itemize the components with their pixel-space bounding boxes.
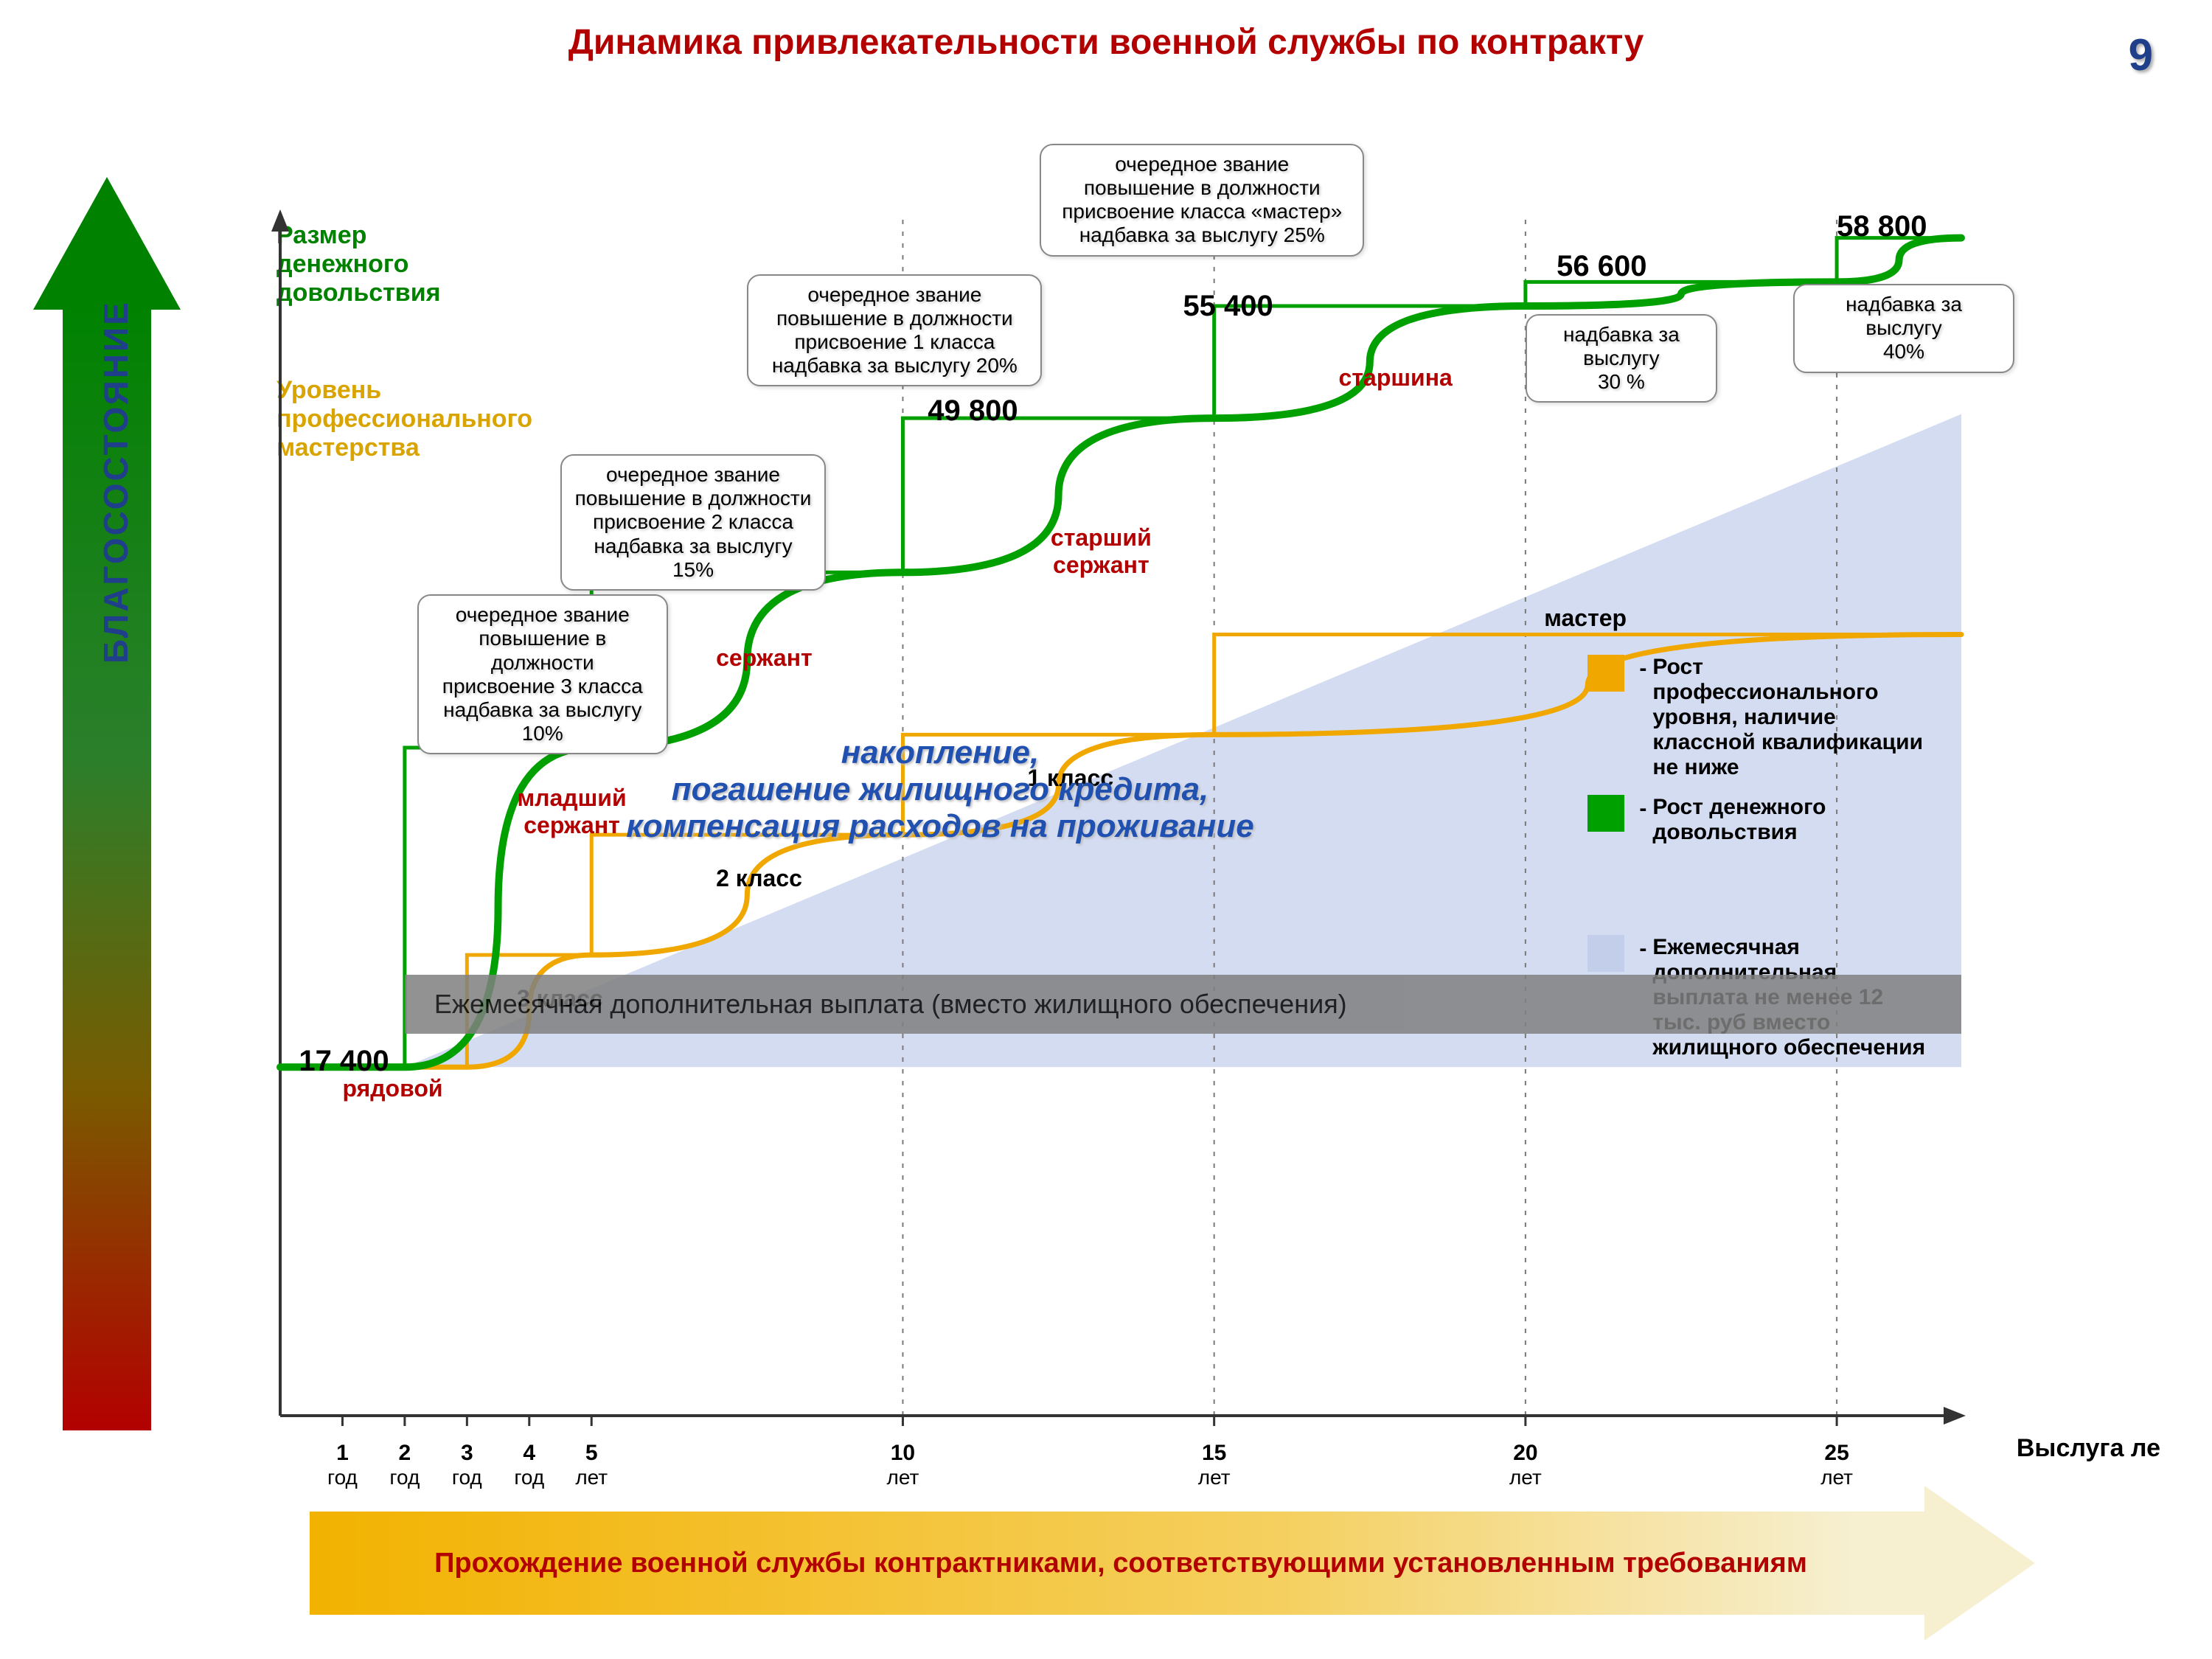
x-tick: 3год bbox=[452, 1441, 482, 1489]
callout-box: очередное званиеповышение в должностипри… bbox=[747, 274, 1042, 387]
callout-box: очередное званиеповышение в должностипри… bbox=[417, 594, 668, 754]
val-label: 58 800 bbox=[1837, 210, 1927, 243]
page-number: 9 bbox=[2129, 29, 2153, 80]
val-label: 17 400 bbox=[299, 1045, 389, 1078]
cls-label: мастер bbox=[1544, 605, 1627, 632]
arrow-up-head-icon bbox=[33, 177, 181, 310]
rank-label: старшина bbox=[1339, 364, 1453, 392]
rank-label: сержант bbox=[716, 644, 813, 672]
bottom-horizontal-arrow: Прохождение военной службы контрактникам… bbox=[310, 1512, 2028, 1615]
legend-item: -Рост денежного довольствия bbox=[1587, 795, 1933, 845]
legend-item: -Рост профессионального уровня, наличие … bbox=[1587, 655, 1933, 780]
x-tick: 4год bbox=[514, 1441, 544, 1489]
rank-label: старший сержант bbox=[1027, 524, 1175, 579]
x-tick: 1год bbox=[327, 1441, 358, 1489]
val-label: 56 600 bbox=[1557, 250, 1646, 283]
val-label: 49 800 bbox=[928, 394, 1018, 428]
arrow-right-head-icon bbox=[1924, 1486, 2035, 1641]
callout-box: надбавка за выслугу30 % bbox=[1526, 314, 1717, 403]
x-tick: 15лет bbox=[1198, 1441, 1231, 1489]
callout-box: надбавка за выслугу40% bbox=[1793, 284, 2014, 373]
page-title: Динамика привлекательности военной служб… bbox=[0, 22, 2212, 63]
val-label: 55 400 bbox=[1183, 290, 1273, 323]
left-arrow-label: БЛАГОСОСТОЯНИЕ bbox=[96, 300, 136, 664]
x-tick: 5лет bbox=[575, 1441, 608, 1489]
bottom-arrow-body: Прохождение военной службы контрактникам… bbox=[310, 1512, 1932, 1615]
rank-label: рядовой bbox=[342, 1075, 442, 1102]
cls-label: 2 класс bbox=[716, 865, 802, 892]
x-tick: 25лет bbox=[1820, 1441, 1853, 1489]
x-tick: 20лет bbox=[1509, 1441, 1542, 1489]
callout-box: очередное званиеповышение в должностипри… bbox=[560, 454, 826, 591]
grey-band: Ежемесячная дополнительная выплата (вмес… bbox=[405, 975, 1961, 1034]
accumulation-text: накопление,погашение жилищного кредита,к… bbox=[560, 734, 1320, 845]
x-axis-label: Выслуга ле bbox=[2017, 1434, 2160, 1463]
x-tick: 2год bbox=[389, 1441, 420, 1489]
callout-box: очередное званиеповышение в должностипри… bbox=[1040, 144, 1364, 257]
x-tick: 10лет bbox=[887, 1441, 919, 1489]
